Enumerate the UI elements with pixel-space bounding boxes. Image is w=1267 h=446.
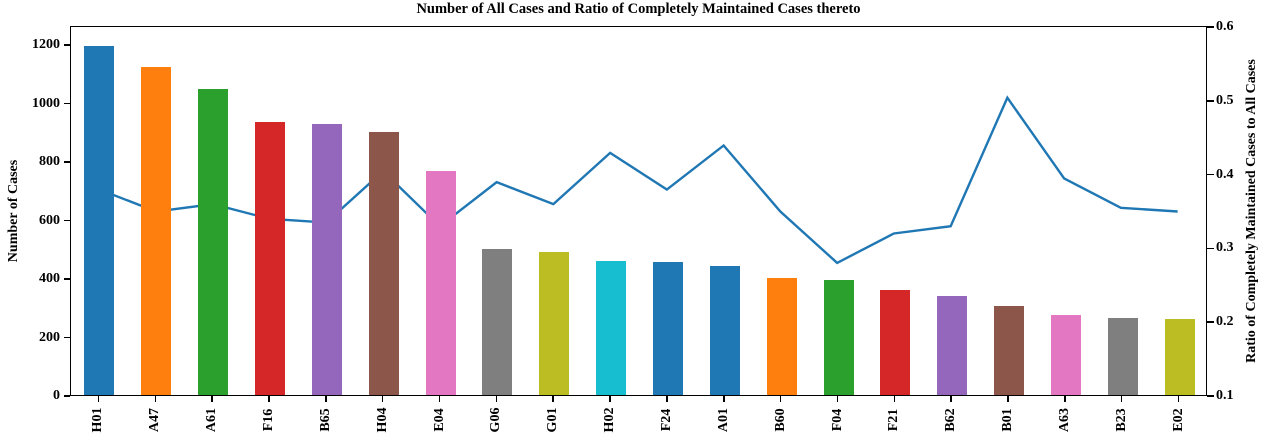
x-tick-mark [1177, 396, 1180, 402]
x-tick-mark [438, 396, 441, 402]
right-tick-label: 0.2 [1216, 314, 1234, 330]
x-tick-label-G01: G01 [545, 407, 561, 433]
x-tick-label-A47: A47 [147, 407, 163, 433]
bar-G01 [539, 251, 570, 395]
right-tick-mark [1207, 395, 1214, 397]
right-tick-mark [1207, 321, 1214, 323]
x-tick-label-G06: G06 [488, 407, 504, 433]
bar-B60 [766, 278, 797, 395]
left-tick-label: 1200 [32, 37, 60, 52]
bar-G06 [482, 248, 513, 395]
bar-F04 [823, 279, 854, 395]
x-tick-mark [495, 396, 498, 402]
x-tick-mark [1120, 396, 1123, 402]
x-tick-mark [723, 396, 725, 402]
x-tick-mark [325, 396, 327, 402]
x-tick-label-H02: H02 [602, 407, 618, 433]
bar-E02 [1164, 319, 1195, 395]
left-tick-label: 400 [39, 271, 60, 286]
bar-H04 [368, 131, 399, 395]
left-tick-mark [63, 44, 70, 46]
bar-E04 [425, 171, 456, 395]
x-tick-mark [1064, 396, 1066, 402]
ratio-line-layer [98, 95, 1178, 265]
x-tick-label-B01: B01 [1000, 408, 1015, 432]
left-tick-label: 800 [39, 154, 60, 169]
bar-A61 [198, 89, 229, 395]
chart-title: Number of All Cases and Ratio of Complet… [416, 1, 861, 17]
x-tick-label-A01: A01 [715, 407, 731, 433]
bar-H01 [84, 45, 115, 395]
x-tick-mark [381, 396, 384, 402]
left-tick-label: 200 [39, 329, 60, 345]
right-tick-mark [1207, 247, 1214, 250]
x-tick-label-F24: F24 [658, 408, 674, 432]
left-axis-label: Number of Cases [6, 159, 21, 263]
x-tick-label-H04: H04 [374, 407, 390, 433]
right-tick-mark [1207, 100, 1214, 102]
x-tick-mark [268, 396, 270, 402]
right-tick-mark [1207, 26, 1214, 28]
x-tick-mark [211, 396, 213, 402]
x-tick-mark [609, 396, 611, 402]
bar-A63 [1050, 314, 1081, 395]
right-tick-label: 0.5 [1216, 92, 1234, 108]
x-tick-label-E04: E04 [431, 408, 447, 432]
x-tick-label-B65: B65 [317, 408, 333, 432]
bar-F24 [652, 261, 683, 395]
x-tick-label-F04: F04 [829, 408, 845, 432]
left-tick-mark [63, 395, 70, 397]
bar-B23 [1107, 318, 1138, 395]
right-axis-label: Ratio of Completely Maintained Cases to … [1244, 59, 1259, 363]
left-tick-label: 0 [53, 388, 60, 403]
x-tick-label-B62: B62 [943, 408, 959, 432]
x-tick-mark [1007, 396, 1009, 402]
x-tick-label-E02: E02 [1170, 408, 1186, 432]
x-tick-mark [893, 396, 896, 402]
x-tick-label-H01: H01 [90, 407, 106, 433]
x-tick-mark [552, 396, 554, 402]
bar-B65 [311, 124, 342, 395]
right-tick-label: 0.3 [1216, 240, 1234, 256]
left-tick-mark [63, 336, 70, 339]
left-tick-mark [63, 161, 70, 163]
x-tick-label-F16: F16 [261, 408, 276, 432]
x-tick-label-A63: A63 [1056, 407, 1072, 433]
x-tick-label-F21: F21 [886, 408, 902, 432]
right-tick-mark [1207, 173, 1214, 176]
left-tick-label: 600 [39, 212, 60, 228]
bar-A47 [141, 67, 172, 395]
right-tick-label: 0.6 [1216, 19, 1234, 34]
bar-F16 [255, 121, 285, 395]
x-tick-label-A61: A61 [204, 407, 220, 433]
bar-A01 [709, 266, 740, 395]
right-tick-label: 0.4 [1216, 166, 1234, 182]
plot-area [70, 26, 1207, 396]
x-tick-mark [950, 396, 952, 402]
x-tick-mark [836, 396, 839, 402]
left-tick-label: 1000 [32, 95, 60, 111]
x-tick-label-B23: B23 [1113, 408, 1129, 432]
left-tick-mark [63, 219, 70, 222]
bar-F21 [880, 289, 911, 395]
x-tick-mark [666, 396, 668, 402]
left-tick-mark [63, 102, 70, 105]
x-tick-mark [97, 396, 100, 402]
right-tick-label: 0.1 [1216, 388, 1234, 403]
x-tick-mark [154, 396, 157, 402]
left-tick-mark [63, 278, 70, 280]
bar-H02 [596, 260, 627, 395]
bar-B01 [994, 305, 1024, 395]
x-tick-label-B60: B60 [772, 408, 788, 432]
x-tick-mark [779, 396, 782, 402]
bar-B62 [937, 295, 968, 395]
